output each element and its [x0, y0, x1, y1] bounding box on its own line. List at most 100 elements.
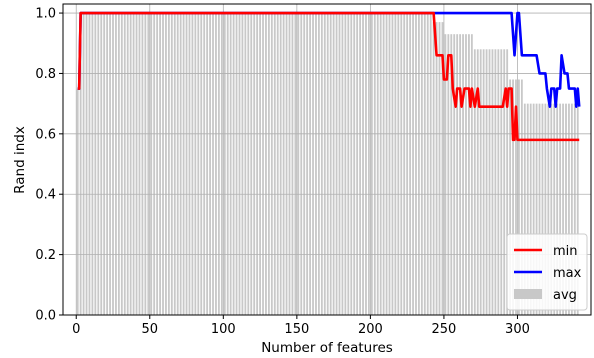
avg-bar	[562, 103, 564, 315]
avg-bar	[435, 22, 438, 316]
avg-bar	[259, 13, 261, 316]
avg-bar	[191, 13, 194, 316]
y-tick-label: 0.6	[35, 127, 56, 142]
avg-bar	[547, 103, 550, 315]
x-tick-label: 300	[505, 322, 530, 337]
avg-bar	[441, 22, 444, 316]
avg-bar	[247, 13, 250, 316]
avg-bar	[82, 13, 85, 316]
x-tick-label: 200	[358, 322, 383, 337]
avg-bar	[209, 13, 211, 316]
avg-bar	[200, 13, 203, 316]
avg-bar	[253, 13, 256, 316]
avg-bar	[141, 13, 144, 316]
avg-bar	[412, 13, 414, 316]
avg-bar	[153, 13, 156, 316]
avg-bar	[235, 13, 238, 316]
avg-bar	[156, 13, 159, 316]
avg-bar	[291, 13, 294, 316]
avg-bar	[541, 103, 544, 315]
avg-bar	[232, 13, 235, 316]
avg-bar	[347, 13, 350, 316]
avg-bar	[535, 103, 538, 315]
avg-bar	[568, 103, 570, 315]
avg-bar	[529, 103, 532, 315]
avg-bar	[329, 13, 332, 316]
avg-bar	[479, 49, 482, 315]
avg-bar	[403, 13, 406, 316]
y-tick-label: 0.8	[35, 67, 56, 82]
avg-bar	[553, 103, 556, 315]
avg-bar	[138, 13, 141, 316]
avg-bar	[285, 13, 288, 316]
avg-bar	[323, 13, 326, 316]
avg-bar	[382, 13, 385, 316]
avg-bar	[500, 49, 503, 315]
avg-bar	[256, 13, 259, 316]
avg-bar	[150, 13, 153, 316]
avg-bar	[206, 13, 209, 316]
avg-bar	[491, 49, 494, 315]
avg-bar	[482, 49, 485, 315]
avg-bar	[573, 103, 576, 315]
avg-bar	[170, 13, 173, 316]
avg-bar	[159, 13, 161, 316]
avg-bar	[303, 13, 306, 316]
avg-bar	[376, 13, 379, 316]
avg-bar	[265, 13, 267, 316]
avg-bar	[444, 34, 447, 315]
avg-bar	[415, 13, 417, 316]
avg-bar	[565, 103, 567, 315]
avg-bar	[394, 13, 397, 316]
avg-bar	[106, 13, 109, 316]
avg-bar	[270, 13, 273, 316]
avg-bar	[176, 13, 179, 316]
avg-bar	[162, 13, 164, 316]
series-line-min	[77, 11, 580, 142]
x-tick-label: 50	[142, 322, 159, 337]
avg-bar	[409, 13, 412, 316]
avg-bar	[335, 13, 338, 316]
legend-avg-label: avg	[553, 288, 577, 303]
avg-bar	[465, 34, 467, 315]
avg-bar	[229, 13, 232, 316]
avg-bar	[459, 34, 462, 315]
x-tick-label: 150	[284, 322, 309, 337]
avg-bar	[468, 34, 470, 315]
avg-bar	[397, 13, 400, 316]
avg-bar	[476, 49, 479, 315]
avg-bar	[179, 13, 182, 316]
avg-bar	[326, 13, 329, 316]
avg-bar	[282, 13, 285, 316]
avg-bar	[356, 13, 359, 316]
avg-bar	[559, 103, 562, 315]
legend-max-label: max	[553, 266, 582, 281]
y-tick-label: 1.0	[35, 7, 56, 22]
avg-bar	[144, 13, 147, 316]
avg-bar	[91, 13, 94, 316]
avg-bar	[194, 13, 197, 316]
avg-bar	[556, 103, 559, 315]
avg-bar	[488, 49, 491, 315]
avg-bar	[217, 13, 220, 316]
y-axis-label: Rand indx	[12, 126, 28, 194]
y-tick-label: 0.0	[35, 309, 56, 324]
avg-bar	[132, 13, 135, 316]
avg-bar	[120, 13, 123, 316]
avg-bar	[262, 13, 264, 316]
avg-bar	[512, 79, 514, 316]
avg-bar	[429, 13, 432, 316]
avg-bar	[173, 13, 176, 316]
avg-bar	[509, 79, 512, 316]
avg-bar	[165, 13, 167, 316]
avg-bar	[212, 13, 214, 316]
avg-bar	[182, 13, 185, 316]
avg-bar	[453, 34, 456, 315]
legend-avg-swatch	[514, 289, 542, 299]
avg-bar	[515, 79, 517, 316]
plot-frame	[62, 3, 592, 316]
avg-bar	[126, 13, 129, 316]
avg-bar	[226, 13, 229, 316]
series-lines	[77, 11, 581, 142]
